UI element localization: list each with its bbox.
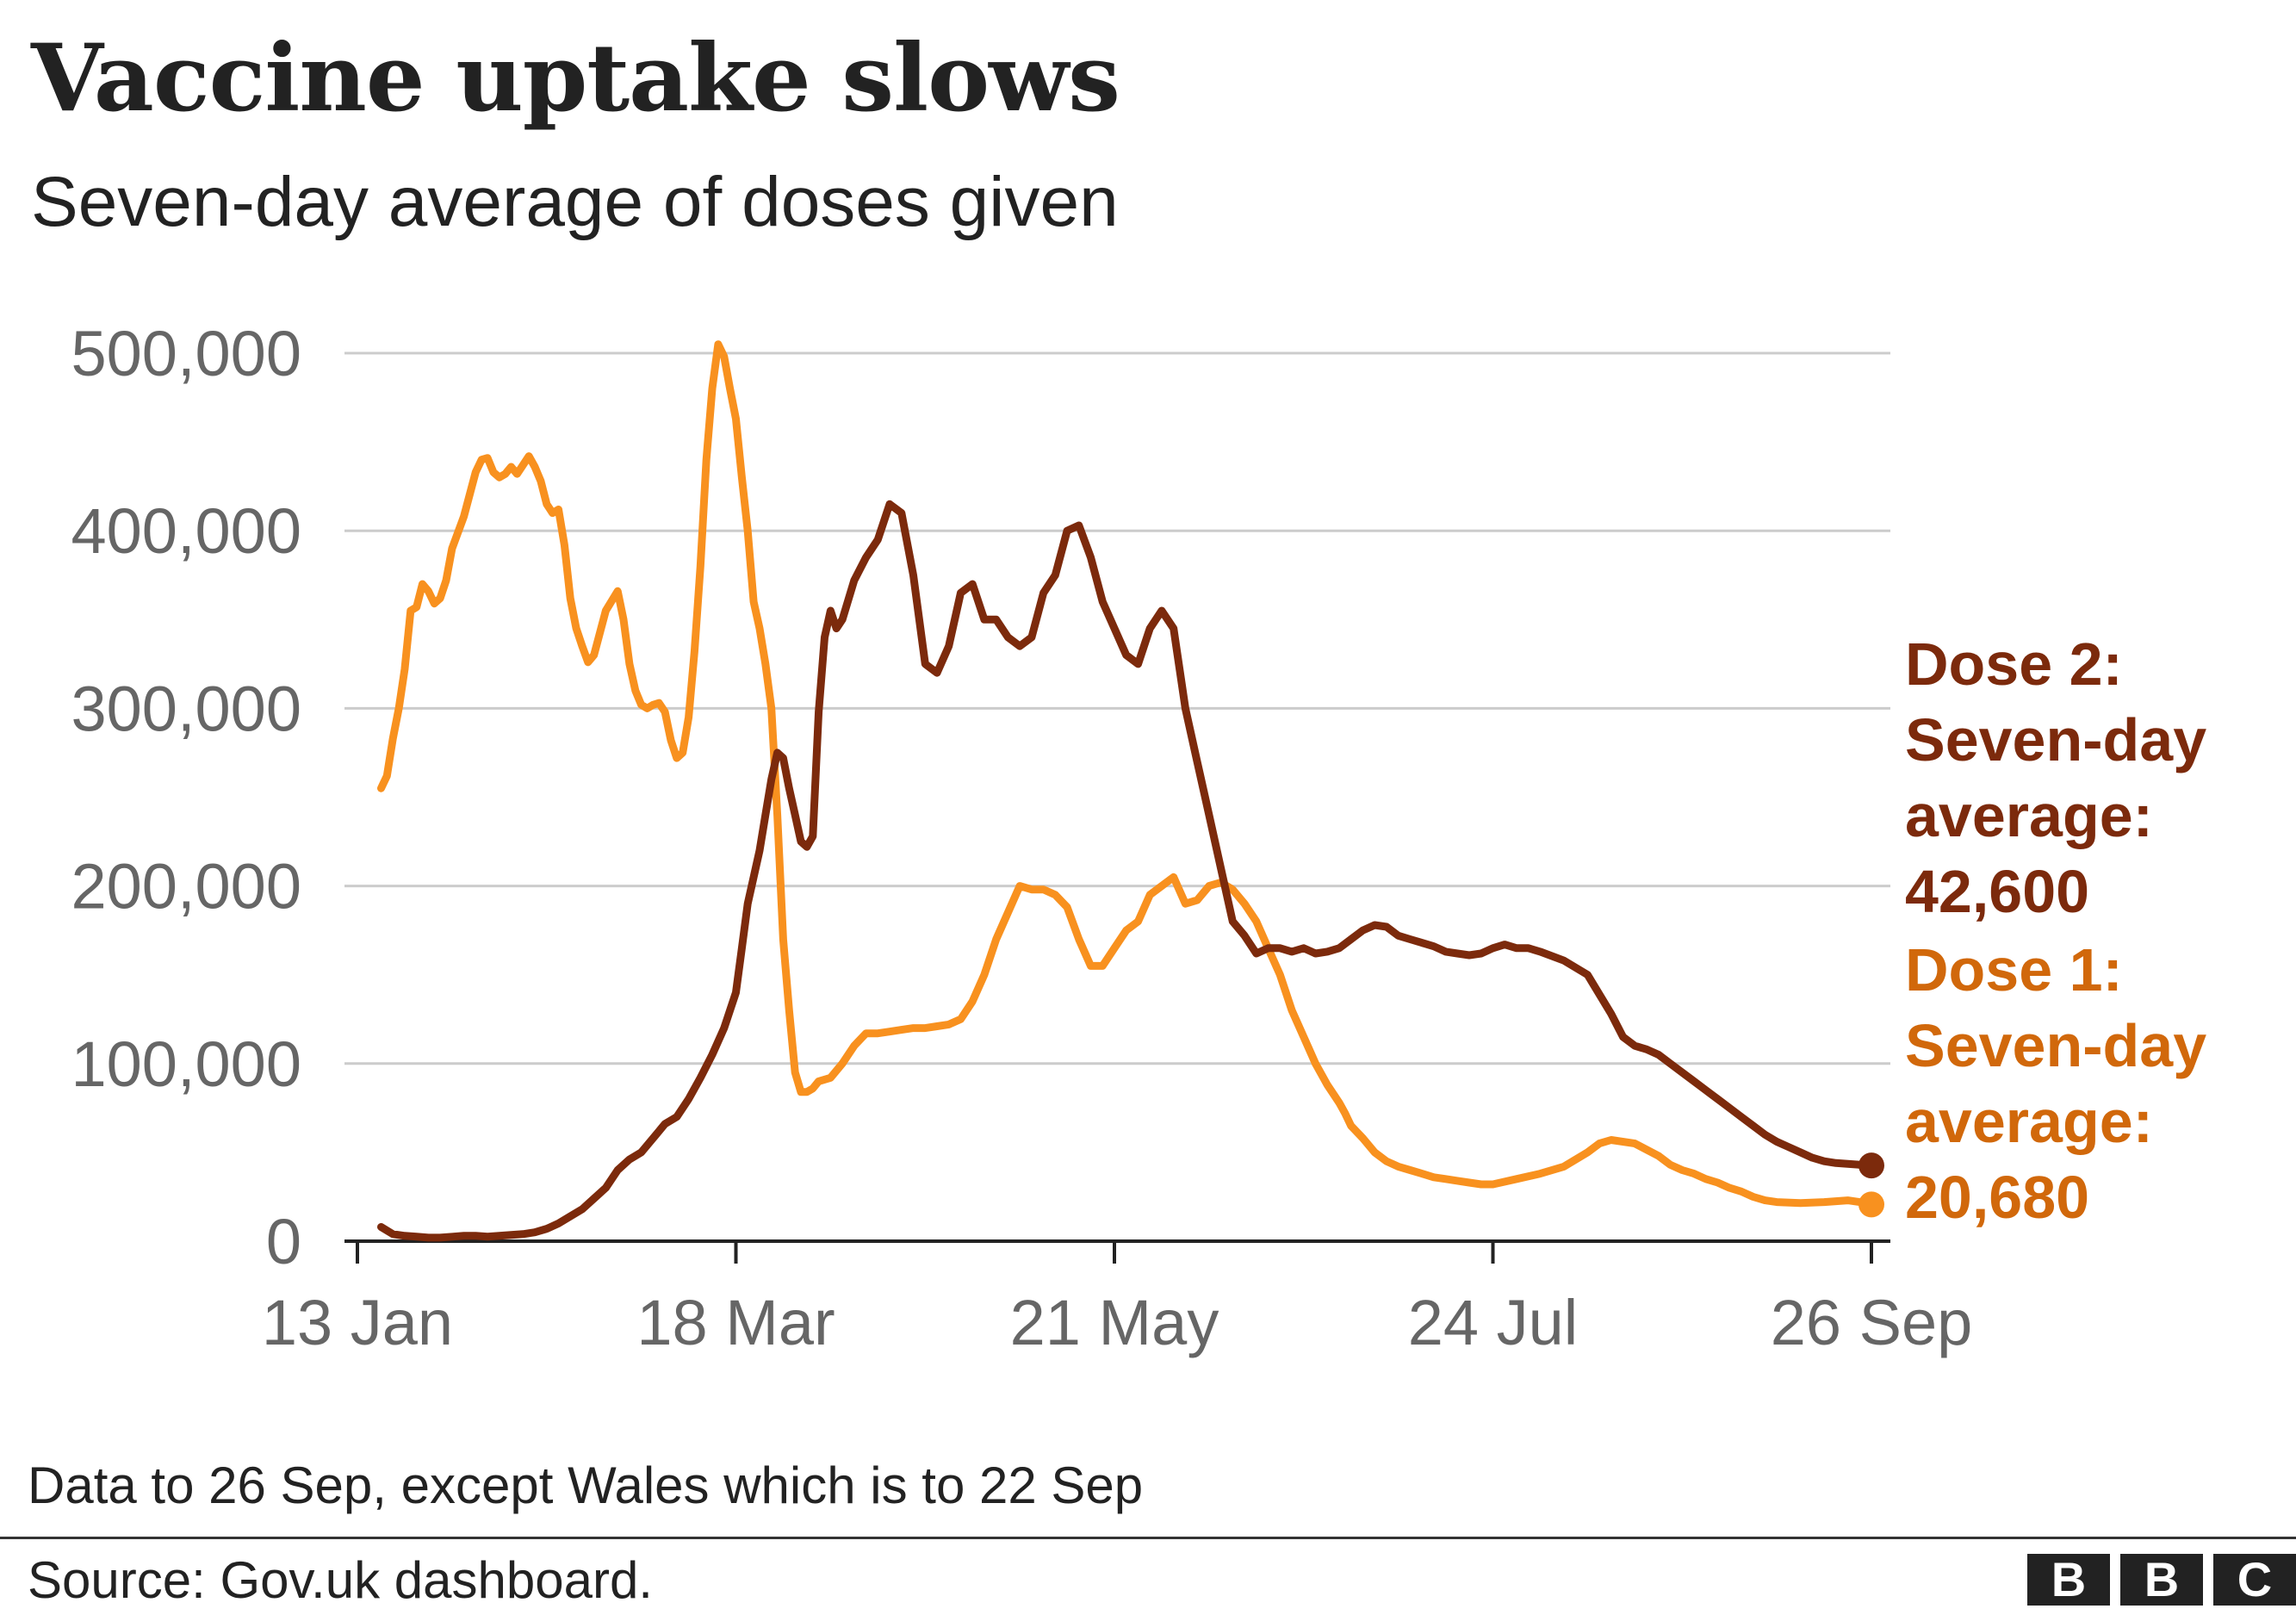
bbc-logo-letter: B [2120, 1554, 2203, 1606]
dose-1-label-line: Seven-day [1905, 1012, 2206, 1079]
dose-2-label-line: Dose 2: [1905, 630, 2123, 698]
y-tick-label: 100,000 [71, 1028, 302, 1100]
source-text: Source: Gov.uk dashboard. [28, 1551, 653, 1609]
dose-2-line [377, 500, 1876, 1242]
x-tick-label: 18 Mar [636, 1287, 835, 1358]
dose-2-label-line: Seven-day [1905, 706, 2206, 773]
chart-title: Vaccine uptake slows [31, 24, 1120, 133]
x-tick-label: 21 May [1010, 1287, 1219, 1358]
data-note: Data to 26 Sep, except Wales which is to… [28, 1457, 1144, 1514]
dose-1-end-point [1859, 1191, 1884, 1218]
bbc-logo-letter: C [2213, 1554, 2296, 1606]
dose-1-label-line: 20,680 [1905, 1164, 2089, 1231]
y-tick-label: 500,000 [71, 318, 302, 389]
gridlines [344, 351, 1890, 1065]
line-chart: 0 100,000 200,000 300,000 400,000 500,000 13 … [71, 318, 2207, 1358]
dose-1-label-line: Dose 1: [1905, 936, 2123, 1003]
y-tick-label: 200,000 [71, 851, 302, 922]
y-tick-label: 0 [266, 1206, 301, 1277]
dose-1-line [377, 340, 1876, 1208]
dose-1-label-line: average: [1905, 1088, 2153, 1155]
y-tick-label: 300,000 [71, 673, 302, 744]
x-axis: 13 Jan 18 Mar 21 May 24 Jul 26 Sep [262, 1239, 1973, 1358]
bbc-logo: B B C [2027, 1554, 2296, 1606]
y-tick-label: 400,000 [71, 495, 302, 567]
chart-subtitle: Seven-day average of doses given [31, 163, 1119, 241]
x-tick-label: 13 Jan [262, 1287, 453, 1358]
x-tick-label: 24 Jul [1408, 1287, 1578, 1358]
y-axis-ticks: 0 100,000 200,000 300,000 400,000 500,000 [71, 318, 302, 1277]
series-lines [377, 340, 1884, 1242]
dose-2-label-line: average: [1905, 782, 2153, 849]
end-labels: Dose 2: Seven-day average: 42,600 Dose 1: Sev… [1905, 630, 2206, 1231]
dose-2-label-line: 42,600 [1905, 858, 2089, 925]
footer-divider [0, 1537, 2296, 1539]
x-tick-label: 26 Sep [1771, 1287, 1973, 1358]
bbc-logo-letter: B [2027, 1554, 2110, 1606]
dose-2-end-point [1859, 1152, 1884, 1179]
